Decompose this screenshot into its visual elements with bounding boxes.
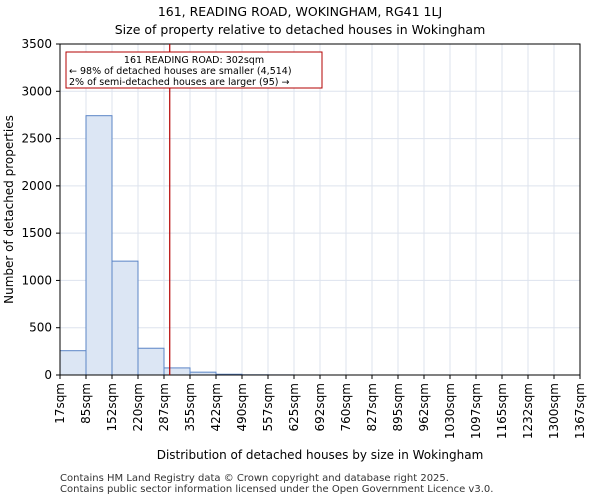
bar [111, 260, 139, 376]
bar [85, 115, 113, 376]
x-tick-label: 17sqm [53, 383, 67, 424]
chart-title: 161, READING ROAD, WOKINGHAM, RG41 1LJ [157, 4, 443, 19]
bar [137, 347, 165, 376]
annotation-box [65, 51, 323, 89]
y-tick-label: 3500 [21, 37, 52, 51]
footer-line-1: Contains HM Land Registry data © Crown c… [60, 473, 449, 484]
x-tick-label: 422sqm [209, 383, 223, 431]
footer-line-2: Contains public sector information licen… [60, 484, 494, 495]
annotation-line-2: ← 98% of detached houses are smaller (4,… [69, 66, 292, 77]
x-tick-label: 1367sqm [573, 383, 587, 439]
y-tick-label: 0 [44, 368, 52, 382]
x-tick-label: 557sqm [261, 383, 275, 431]
x-tick-label: 355sqm [183, 383, 197, 431]
bar [59, 350, 87, 376]
x-tick-label: 692sqm [313, 383, 327, 431]
bar [163, 367, 191, 376]
x-tick-label: 490sqm [235, 383, 249, 431]
y-tick-label: 2500 [21, 132, 52, 146]
y-axis-label: Number of detached properties [2, 115, 16, 304]
x-tick-label: 625sqm [287, 383, 301, 431]
x-tick-label: 962sqm [417, 383, 431, 431]
bar-chart: 0 500 1000 1500 2000 2500 3000 3500 17sqm 85sqm 15… [2, 37, 587, 462]
x-tick-label: 85sqm [79, 383, 93, 424]
y-tick-label: 500 [29, 321, 52, 335]
x-tick-label: 827sqm [365, 383, 379, 431]
x-tick-label: 220sqm [131, 383, 145, 431]
annotation-line-1: 161 READING ROAD: 302sqm [124, 55, 264, 66]
chart-subtitle: Size of property relative to detached ho… [114, 22, 486, 37]
x-tick-label: 152sqm [105, 383, 119, 431]
x-tick-label: 287sqm [157, 383, 171, 431]
y-tick-label: 1000 [21, 273, 52, 287]
x-tick-label: 1030sqm [443, 383, 457, 439]
x-tick-label: 760sqm [339, 383, 353, 431]
annotation-line-3: 2% of semi-detached houses are larger (9… [69, 77, 289, 88]
x-tick-label: 895sqm [391, 383, 405, 431]
y-tick-label: 2000 [21, 179, 52, 193]
x-tick-label: 1165sqm [495, 383, 509, 439]
x-axis-label: Distribution of detached houses by size … [157, 448, 484, 462]
x-tick-label: 1097sqm [469, 383, 483, 439]
x-tick-label: 1300sqm [547, 383, 561, 439]
x-tick-label: 1232sqm [521, 383, 535, 439]
y-tick-label: 1500 [21, 226, 52, 240]
y-tick-label: 3000 [21, 84, 52, 98]
